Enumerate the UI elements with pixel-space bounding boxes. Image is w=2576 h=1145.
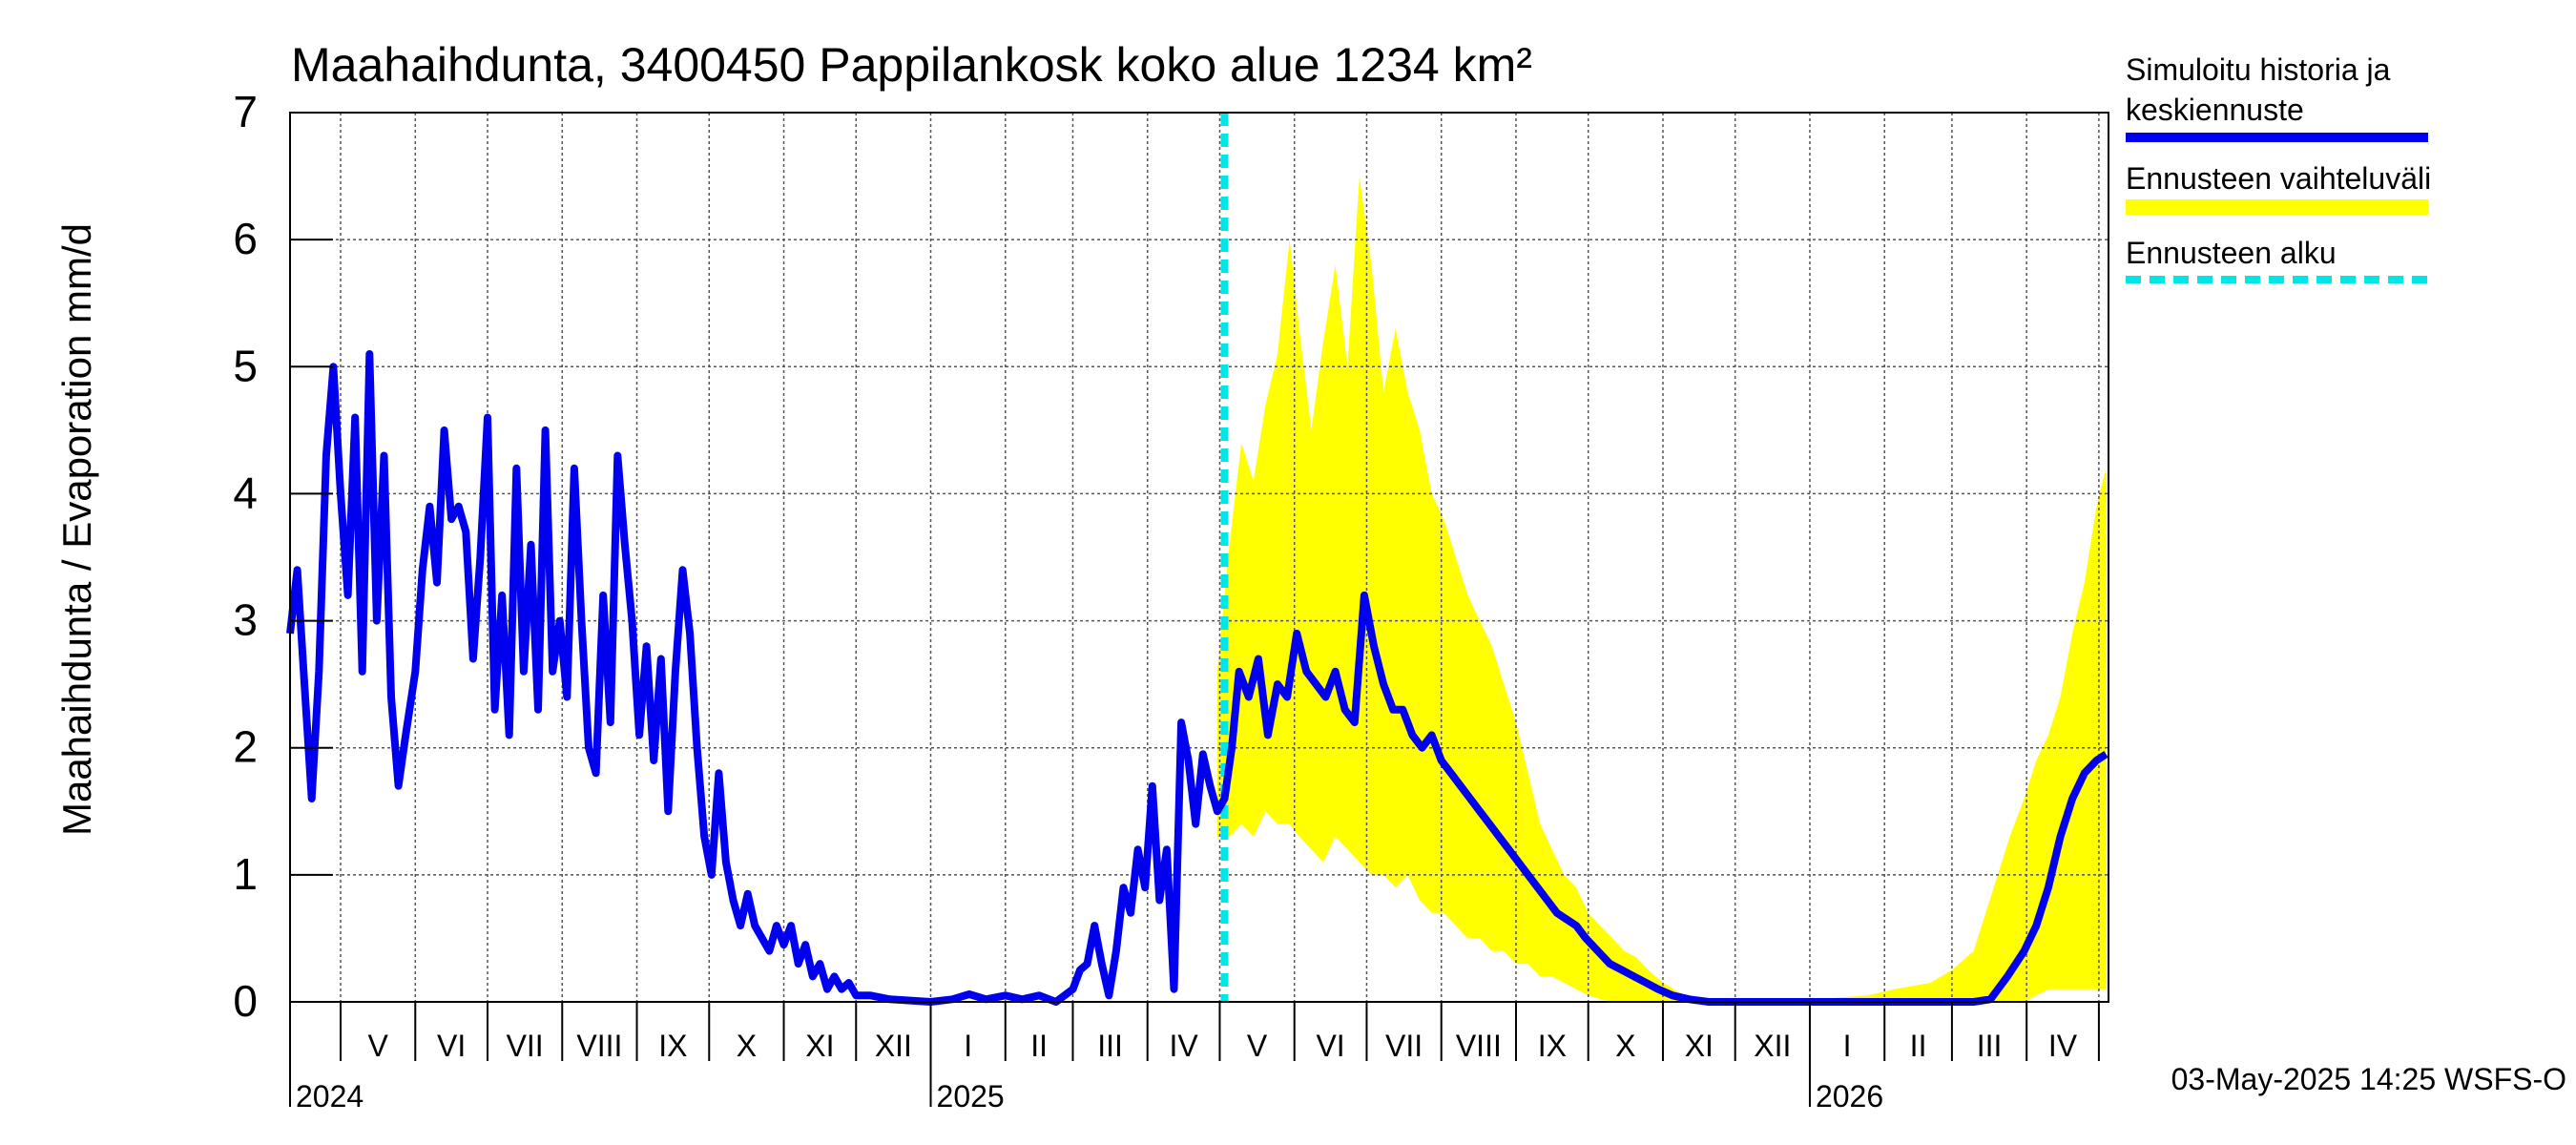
- simulated-series-line: [286, 350, 2109, 1006]
- x-month-label: X: [1615, 1029, 1635, 1063]
- x-month-label: IV: [2048, 1029, 2078, 1063]
- x-month-label: IX: [1538, 1029, 1567, 1063]
- legend-label-simulated-1: Simuloitu historia ja: [2126, 52, 2391, 87]
- x-month-label: VI: [1316, 1029, 1344, 1063]
- series-layer: [286, 113, 2109, 1006]
- x-month-label: X: [737, 1029, 757, 1063]
- y-tick-label: 6: [233, 214, 258, 263]
- x-month-label: XI: [805, 1029, 834, 1063]
- x-month-label: XII: [1754, 1029, 1791, 1063]
- x-month-label: II: [1910, 1029, 1927, 1063]
- x-year-label: 2024: [296, 1079, 364, 1114]
- x-month-label: II: [1030, 1029, 1048, 1063]
- x-month-label: XI: [1685, 1029, 1714, 1063]
- y-tick-label: 3: [233, 595, 258, 645]
- x-month-label: I: [1843, 1029, 1852, 1063]
- x-month-label: VIII: [1456, 1029, 1502, 1063]
- y-tick-label: 7: [233, 87, 258, 136]
- x-month-label: IV: [1169, 1029, 1198, 1063]
- x-month-label: III: [1977, 1029, 2003, 1063]
- x-month-label: V: [1247, 1029, 1268, 1063]
- x-month-label: VII: [1385, 1029, 1423, 1063]
- legend-label-simulated-2: keskiennuste: [2126, 93, 2304, 127]
- y-axis-label: Maahaihdunta / Evaporation mm/d: [54, 223, 99, 836]
- x-month-label: IX: [658, 1029, 687, 1063]
- footer-timestamp: 03-May-2025 14:25 WSFS-O: [2171, 1062, 2566, 1096]
- legend-label-range: Ennusteen vaihteluväli: [2126, 161, 2431, 196]
- y-tick-label: 0: [233, 976, 258, 1026]
- y-tick-label: 1: [233, 849, 258, 899]
- plot-frame: [289, 112, 2109, 1003]
- forecast-band-layer: [1216, 176, 2107, 1003]
- forecast-range-band: [1216, 176, 2107, 1003]
- x-month-label: VIII: [576, 1029, 622, 1063]
- chart-title: Maahaihdunta, 3400450 Pappilankosk koko …: [291, 38, 1532, 92]
- y-tick-label: 5: [233, 341, 258, 390]
- x-month-label: I: [964, 1029, 972, 1063]
- legend: Simuloitu historia ja keskiennuste Ennus…: [2126, 52, 2431, 283]
- legend-label-forecast-start: Ennusteen alku: [2126, 236, 2337, 270]
- x-year-label: 2026: [1816, 1079, 1883, 1114]
- x-month-label: VI: [437, 1029, 466, 1063]
- x-month-label: V: [367, 1029, 388, 1063]
- y-tick-label: 2: [233, 722, 258, 772]
- x-month-label: III: [1097, 1029, 1123, 1063]
- x-year-label: 2025: [937, 1079, 1005, 1114]
- grid-layer: [290, 113, 2109, 1002]
- x-month-label: VII: [507, 1029, 544, 1063]
- y-tick-label: 4: [233, 468, 258, 517]
- x-month-label: XII: [875, 1029, 912, 1063]
